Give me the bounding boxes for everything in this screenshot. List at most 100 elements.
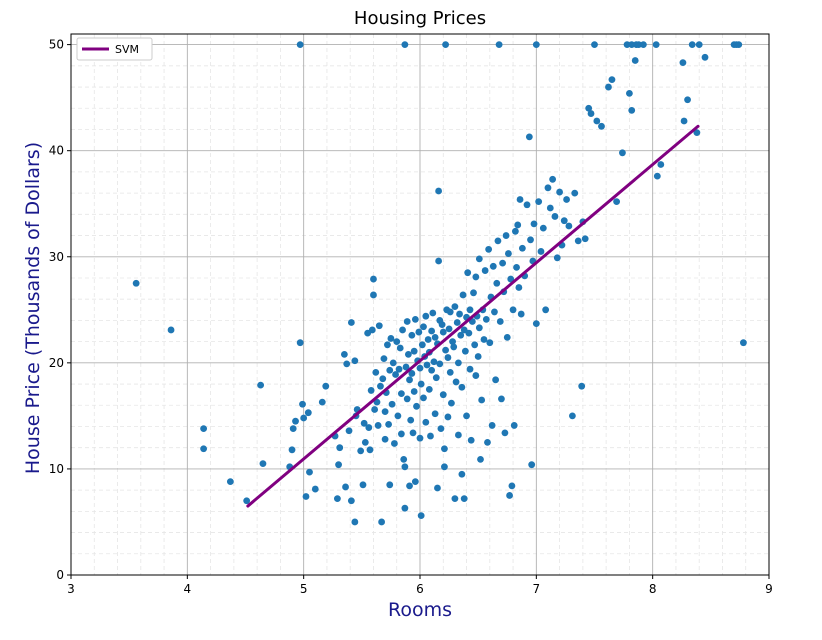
scatter-point xyxy=(288,446,296,454)
scatter-point xyxy=(489,262,497,270)
scatter-point xyxy=(508,482,516,490)
scatter-point xyxy=(574,237,582,245)
scatter-point xyxy=(608,76,616,84)
scatter-point xyxy=(482,315,490,323)
scatter-point xyxy=(434,484,441,492)
scatter-point xyxy=(556,188,563,196)
scatter-point xyxy=(463,412,470,420)
scatter-point xyxy=(542,306,550,314)
scatter-point xyxy=(466,365,474,373)
scatter-point xyxy=(480,336,488,343)
scatter-point xyxy=(591,41,598,49)
scatter-point xyxy=(428,366,436,374)
scatter-point xyxy=(527,236,534,244)
scatter-point xyxy=(453,319,461,326)
scatter-point xyxy=(437,425,445,433)
scatter-point xyxy=(523,201,531,209)
scatter-series xyxy=(132,41,747,526)
scatter-point xyxy=(442,41,449,49)
scatter-point xyxy=(439,391,447,399)
x-tick-label: 5 xyxy=(300,582,308,596)
y-tick-label: 40 xyxy=(49,144,64,158)
y-tick-label: 10 xyxy=(49,462,64,476)
x-axis-label: Rooms xyxy=(388,599,452,621)
scatter-point xyxy=(432,374,440,382)
x-axis-ticks: 3 4 5 6 7 8 9 xyxy=(67,575,773,596)
scatter-point xyxy=(619,149,626,157)
scatter-point xyxy=(351,357,359,365)
scatter-point xyxy=(311,485,319,493)
scatter-point xyxy=(518,244,526,252)
y-axis-label: House Price (Thousands of Dollars) xyxy=(22,142,44,474)
scatter-point xyxy=(403,318,411,325)
scatter-point xyxy=(334,495,341,503)
scatter-point xyxy=(300,414,308,422)
scatter-point xyxy=(375,322,383,330)
scatter-point xyxy=(167,326,175,334)
scatter-point xyxy=(377,382,384,390)
scatter-point xyxy=(396,344,404,352)
y-tick-label: 20 xyxy=(49,356,64,370)
scatter-point xyxy=(404,350,412,358)
scatter-point xyxy=(539,224,547,232)
scatter-point xyxy=(571,189,579,197)
scatter-point xyxy=(410,347,418,355)
scatter-point xyxy=(306,468,313,476)
scatter-point xyxy=(693,129,701,137)
scatter-point xyxy=(458,470,466,478)
scatter-point xyxy=(506,492,513,499)
scatter-point xyxy=(509,306,517,314)
scatter-point xyxy=(560,217,568,225)
scatter-point xyxy=(408,331,416,339)
scatter-point xyxy=(397,390,405,398)
scatter-point xyxy=(392,371,399,378)
scatter-point xyxy=(402,363,410,371)
scatter-point xyxy=(446,368,454,376)
scatter-point xyxy=(652,41,660,49)
scatter-point xyxy=(385,420,392,428)
legend: SVM xyxy=(76,37,153,61)
scatter-point xyxy=(454,431,462,439)
scatter-point xyxy=(418,341,426,349)
scatter-point xyxy=(498,395,505,403)
scatter-point xyxy=(393,338,401,346)
scatter-point xyxy=(461,347,469,355)
scatter-point xyxy=(505,250,512,257)
scatter-point xyxy=(386,481,394,489)
scatter-point xyxy=(496,318,504,325)
scatter-point xyxy=(585,104,593,112)
scatter-point xyxy=(441,445,448,453)
scatter-point xyxy=(494,237,502,245)
legend-box xyxy=(76,37,153,61)
scatter-point xyxy=(553,254,561,262)
scatter-point xyxy=(653,172,661,180)
scatter-point xyxy=(429,309,437,317)
scatter-point xyxy=(551,213,559,220)
scatter-point xyxy=(343,360,351,368)
scatter-point xyxy=(688,41,696,49)
scatter-point xyxy=(406,482,413,490)
scatter-point xyxy=(450,343,458,351)
scatter-point xyxy=(486,339,494,347)
scatter-point xyxy=(420,323,427,331)
scatter-point xyxy=(684,96,691,104)
scatter-point xyxy=(401,463,409,471)
scatter-point xyxy=(366,446,374,454)
scatter-point xyxy=(386,366,394,374)
scatter-point xyxy=(132,279,140,287)
scatter-point xyxy=(475,255,483,263)
scatter-point xyxy=(420,394,427,402)
scatter-point xyxy=(593,117,601,125)
scatter-point xyxy=(491,308,498,316)
scatter-point xyxy=(549,175,557,183)
scatter-point xyxy=(454,359,462,367)
scatter-point xyxy=(484,439,491,446)
scatter-point xyxy=(563,196,570,203)
scatter-point xyxy=(528,461,536,469)
scatter-point xyxy=(587,110,595,117)
y-axis-ticks: 0 10 20 30 40 50 xyxy=(49,38,71,582)
scatter-point xyxy=(459,291,467,299)
scatter-point xyxy=(472,372,480,379)
scatter-point xyxy=(544,184,552,192)
scatter-point xyxy=(289,425,297,433)
